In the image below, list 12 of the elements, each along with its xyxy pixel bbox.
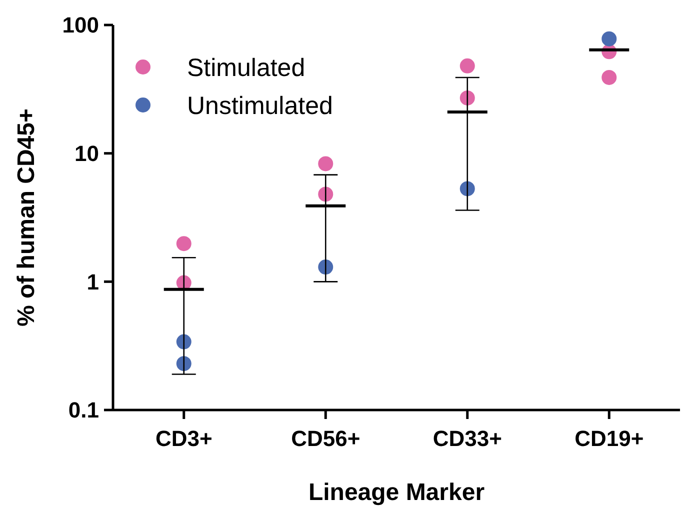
x-tick-label: CD3+ bbox=[155, 426, 212, 451]
x-tick-label: CD33+ bbox=[432, 426, 502, 451]
y-tick-label: 0.1 bbox=[68, 398, 99, 423]
x-axis-title: Lineage Marker bbox=[308, 479, 485, 506]
y-tick-label: 1 bbox=[86, 269, 99, 294]
y-tick-label: 100 bbox=[62, 12, 99, 38]
y-axis-title: % of human CD45+ bbox=[13, 108, 40, 327]
legend-label: Stimulated bbox=[187, 54, 306, 82]
y-tick-label: 10 bbox=[74, 141, 99, 166]
x-tick-label: CD56+ bbox=[291, 426, 360, 451]
x-tick-label: CD19+ bbox=[574, 426, 644, 451]
legend-label: Unstimulated bbox=[187, 92, 333, 120]
